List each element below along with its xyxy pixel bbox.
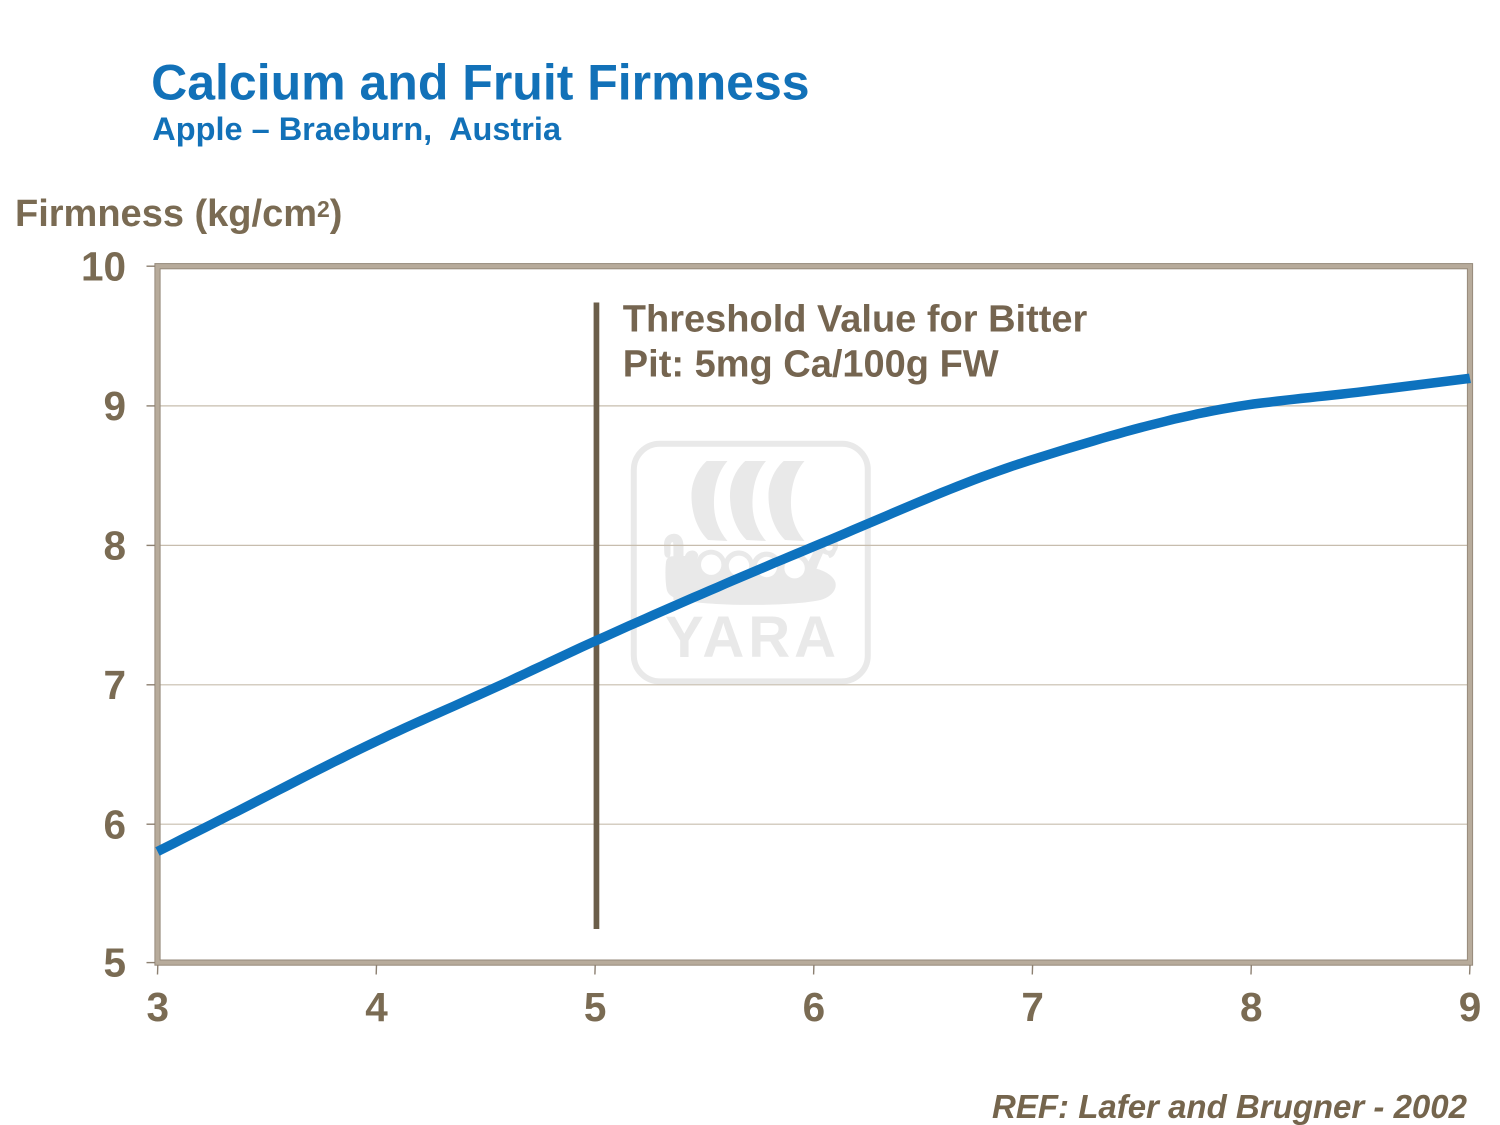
svg-text:REF: Lafer and Brugner - 2002: REF: Lafer and Brugner - 2002 [992, 1088, 1468, 1125]
svg-text:6: 6 [803, 984, 826, 1030]
svg-text:4: 4 [365, 984, 388, 1030]
svg-text:5: 5 [103, 940, 126, 986]
svg-text:8: 8 [1240, 984, 1263, 1030]
svg-text:9: 9 [103, 383, 126, 429]
svg-text:8: 8 [103, 523, 126, 569]
svg-text:YARA: YARA [665, 605, 840, 670]
svg-text:7: 7 [1021, 984, 1044, 1030]
svg-text:Calcium and Fruit Firmness: Calcium and Fruit Firmness [151, 54, 809, 110]
svg-text:6: 6 [103, 801, 126, 847]
svg-text:7: 7 [103, 662, 126, 708]
svg-text:10: 10 [81, 243, 126, 289]
svg-text:9: 9 [1459, 984, 1482, 1030]
svg-text:Pit: 5mg Ca/100g FW: Pit: 5mg Ca/100g FW [623, 344, 999, 386]
svg-text:Apple – Braeburn, Austria: Apple – Braeburn, Austria [152, 111, 562, 147]
svg-text:5: 5 [584, 984, 607, 1030]
svg-text:3: 3 [147, 984, 170, 1030]
svg-text:Firmness (kg/cm2): Firmness (kg/cm2) [15, 193, 342, 235]
svg-text:Threshold Value for Bitter: Threshold Value for Bitter [623, 299, 1088, 341]
